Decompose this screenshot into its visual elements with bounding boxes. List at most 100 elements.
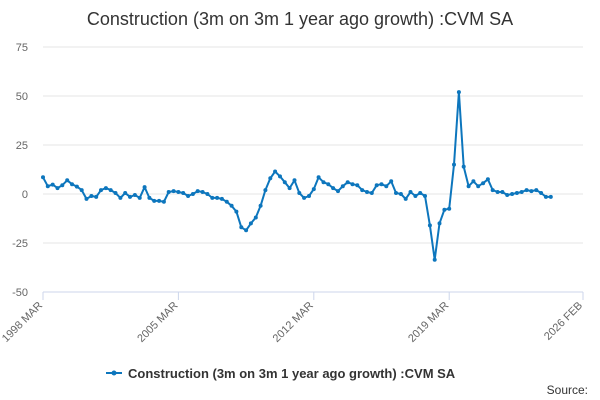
data-point[interactable] bbox=[200, 190, 205, 194]
data-point[interactable] bbox=[234, 209, 239, 214]
data-point[interactable] bbox=[336, 189, 340, 194]
data-point[interactable] bbox=[258, 203, 263, 208]
data-point[interactable] bbox=[403, 196, 408, 201]
legend-label[interactable]: Construction (3m on 3m 1 year ago growth… bbox=[128, 366, 456, 381]
data-point[interactable] bbox=[534, 188, 539, 193]
data-point[interactable] bbox=[394, 191, 398, 195]
data-point[interactable] bbox=[539, 191, 544, 195]
data-point[interactable] bbox=[55, 186, 60, 191]
data-point[interactable] bbox=[147, 195, 152, 200]
data-point[interactable] bbox=[485, 177, 490, 182]
data-point[interactable] bbox=[195, 189, 200, 194]
data-point[interactable] bbox=[495, 190, 500, 194]
data-point[interactable] bbox=[500, 190, 505, 194]
data-point[interactable] bbox=[452, 162, 456, 167]
data-point[interactable] bbox=[157, 198, 162, 203]
data-point[interactable] bbox=[548, 194, 553, 199]
data-point[interactable] bbox=[331, 186, 336, 191]
data-point[interactable] bbox=[248, 221, 253, 226]
data-point[interactable] bbox=[466, 184, 471, 189]
data-point[interactable] bbox=[471, 179, 476, 184]
data-point[interactable] bbox=[350, 182, 355, 187]
data-point[interactable] bbox=[215, 195, 220, 200]
data-point[interactable] bbox=[408, 190, 413, 194]
data-point[interactable] bbox=[398, 192, 403, 196]
data-point[interactable] bbox=[74, 184, 79, 189]
data-point[interactable] bbox=[166, 190, 171, 194]
data-point[interactable] bbox=[442, 207, 447, 212]
data-point[interactable] bbox=[41, 175, 45, 180]
data-point[interactable] bbox=[45, 184, 50, 189]
data-point[interactable] bbox=[268, 176, 273, 181]
data-point[interactable] bbox=[99, 188, 103, 193]
data-point[interactable] bbox=[481, 181, 486, 186]
data-point[interactable] bbox=[244, 228, 249, 233]
data-point[interactable] bbox=[297, 191, 302, 195]
data-point[interactable] bbox=[529, 189, 534, 194]
data-point[interactable] bbox=[50, 182, 55, 187]
data-point[interactable] bbox=[132, 193, 137, 197]
data-point[interactable] bbox=[423, 194, 427, 198]
data-point[interactable] bbox=[224, 199, 229, 204]
data-point[interactable] bbox=[60, 183, 65, 188]
data-point[interactable] bbox=[519, 190, 524, 194]
data-point[interactable] bbox=[418, 191, 423, 195]
data-point[interactable] bbox=[427, 223, 432, 228]
data-point[interactable] bbox=[437, 221, 442, 226]
series-line[interactable] bbox=[42, 91, 551, 261]
data-point[interactable] bbox=[456, 90, 461, 95]
data-point[interactable] bbox=[70, 182, 74, 187]
data-point[interactable] bbox=[413, 194, 418, 198]
data-point[interactable] bbox=[118, 195, 123, 200]
data-point[interactable] bbox=[302, 195, 307, 200]
data-point[interactable] bbox=[316, 175, 321, 180]
data-point[interactable] bbox=[210, 195, 215, 200]
data-point[interactable] bbox=[79, 188, 84, 193]
data-point[interactable] bbox=[219, 196, 224, 201]
data-point[interactable] bbox=[355, 183, 360, 188]
data-point[interactable] bbox=[84, 196, 89, 201]
data-point[interactable] bbox=[490, 188, 495, 193]
data-point[interactable] bbox=[389, 179, 394, 184]
data-point[interactable] bbox=[108, 188, 113, 193]
data-point[interactable] bbox=[181, 191, 186, 195]
data-point[interactable] bbox=[186, 194, 191, 198]
credits[interactable]: Source: bbox=[547, 383, 588, 397]
data-point[interactable] bbox=[374, 183, 379, 188]
data-point[interactable] bbox=[278, 174, 282, 179]
data-point[interactable] bbox=[514, 191, 519, 195]
data-point[interactable] bbox=[89, 194, 94, 198]
data-point[interactable] bbox=[307, 194, 311, 198]
data-point[interactable] bbox=[229, 203, 234, 208]
data-point[interactable] bbox=[510, 192, 515, 196]
legend[interactable]: Construction (3m on 3m 1 year ago growth… bbox=[106, 366, 456, 381]
data-point[interactable] bbox=[161, 199, 166, 204]
data-point[interactable] bbox=[524, 188, 529, 193]
data-point[interactable] bbox=[263, 188, 268, 193]
data-point[interactable] bbox=[384, 184, 389, 189]
data-point[interactable] bbox=[282, 180, 287, 185]
data-point[interactable] bbox=[287, 186, 292, 191]
data-point[interactable] bbox=[128, 194, 132, 199]
data-point[interactable] bbox=[176, 190, 181, 194]
data-point[interactable] bbox=[292, 178, 297, 183]
data-point[interactable] bbox=[137, 195, 142, 200]
data-point[interactable] bbox=[360, 188, 365, 193]
data-point[interactable] bbox=[543, 194, 548, 199]
data-point[interactable] bbox=[94, 194, 99, 199]
data-point[interactable] bbox=[205, 192, 210, 196]
data-point[interactable] bbox=[142, 185, 147, 190]
data-point[interactable] bbox=[447, 206, 452, 211]
data-point[interactable] bbox=[152, 198, 157, 203]
data-point[interactable] bbox=[253, 215, 258, 220]
data-point[interactable] bbox=[273, 169, 278, 174]
data-point[interactable] bbox=[365, 190, 369, 194]
data-point[interactable] bbox=[369, 191, 374, 195]
data-point[interactable] bbox=[476, 184, 481, 189]
data-point[interactable] bbox=[65, 178, 70, 183]
data-point[interactable] bbox=[345, 180, 350, 185]
data-point[interactable] bbox=[432, 257, 437, 262]
data-point[interactable] bbox=[239, 225, 244, 230]
data-point[interactable] bbox=[311, 187, 316, 192]
data-point[interactable] bbox=[461, 164, 466, 169]
